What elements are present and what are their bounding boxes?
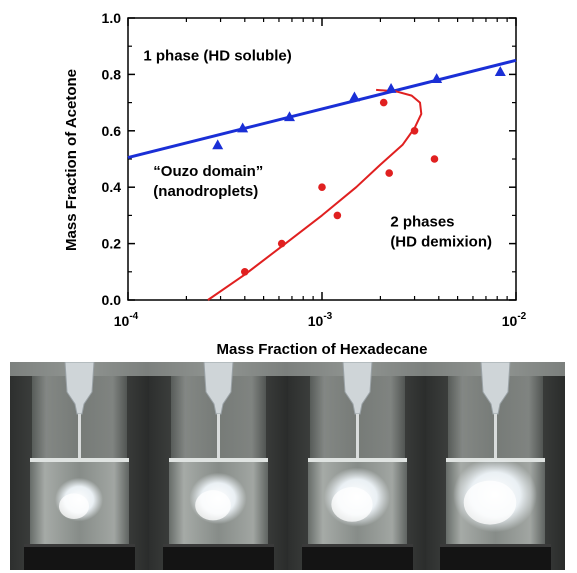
experiment-photo-strip [10,362,565,570]
triangle-point [431,73,443,84]
circle-point [318,183,326,191]
vial-stand-edge [301,544,413,547]
y-tick-label: 0.4 [102,179,122,195]
liquid-surface [307,458,407,462]
vial-stand [440,544,552,570]
vial-stand-edge [24,544,135,547]
y-tick-label: 0.2 [102,236,122,252]
vial-photo-4 [426,362,565,570]
syringe-needle [355,414,359,462]
y-tick-label: 1.0 [102,10,122,26]
phase-diagram-chart: 0.0 0.2 0.4 0.6 0.8 1.0 10-4 10-3 10-2 1 phase (… [63,10,527,358]
circle-point [277,239,286,248]
circle-point [379,98,388,107]
liquid-surface [30,458,129,462]
syringe-body [341,362,373,415]
ouzo-cloud-core [330,486,373,522]
syringe-body [480,362,511,415]
syringe-needle [216,414,220,462]
vial-photo-3 [287,362,427,570]
fit-lines [127,58,517,301]
x-tick-label: 10-4 [114,311,139,329]
x-axis-label: Mass Fraction of Hexadecane [217,341,428,358]
triangle-point [385,83,397,93]
liquid-surface [168,458,268,462]
circle-point [240,268,249,276]
region-annotation: 2 phases (HD demixion) [390,214,492,251]
vial-stand-edge [162,544,274,547]
vial-photo-1 [10,362,149,570]
circle-point [333,211,342,220]
triangle-point [237,122,249,133]
y-axis-label: Mass Fraction of Acetone [63,69,80,251]
triangle-point [348,91,360,102]
chart-axes: 0.0 0.2 0.4 0.6 0.8 1.0 10-4 10-3 10-2 [102,10,527,329]
vial-photo-2 [148,362,288,570]
ouzo-cloud-core [194,490,231,521]
circle-point [410,127,419,135]
circle-point [430,155,439,163]
triangle-point [284,111,296,122]
y-tick-label: 0.8 [102,66,122,82]
vial-stand [24,544,135,570]
solubility-fit-line [127,58,517,160]
vial-stand [301,544,413,570]
syringe-needle [494,414,498,462]
y-tick-label: 0.0 [102,292,122,308]
x-tick-label: 10-3 [308,311,333,329]
syringe-body [64,362,95,415]
syringe-needle [78,414,81,462]
syringe-body [203,362,234,415]
vial-stand [162,544,274,570]
data-points [212,66,506,276]
triangle-point [494,66,506,76]
circle-point [385,169,393,177]
vial-stand-edge [440,544,552,547]
x-tick-label: 10-2 [502,311,527,329]
y-tick-label: 0.6 [102,123,122,139]
chart-annotations: 1 phase (HD soluble) “Ouzo domain” (nanodr… [143,47,492,250]
ouzo-cloud-core [59,493,89,520]
region-annotation: 1 phase (HD soluble) [143,47,291,64]
ouzo-cloud-core [464,480,517,525]
triangle-point [212,139,224,150]
region-annotation: “Ouzo domain” (nanodroplets) [153,163,263,200]
